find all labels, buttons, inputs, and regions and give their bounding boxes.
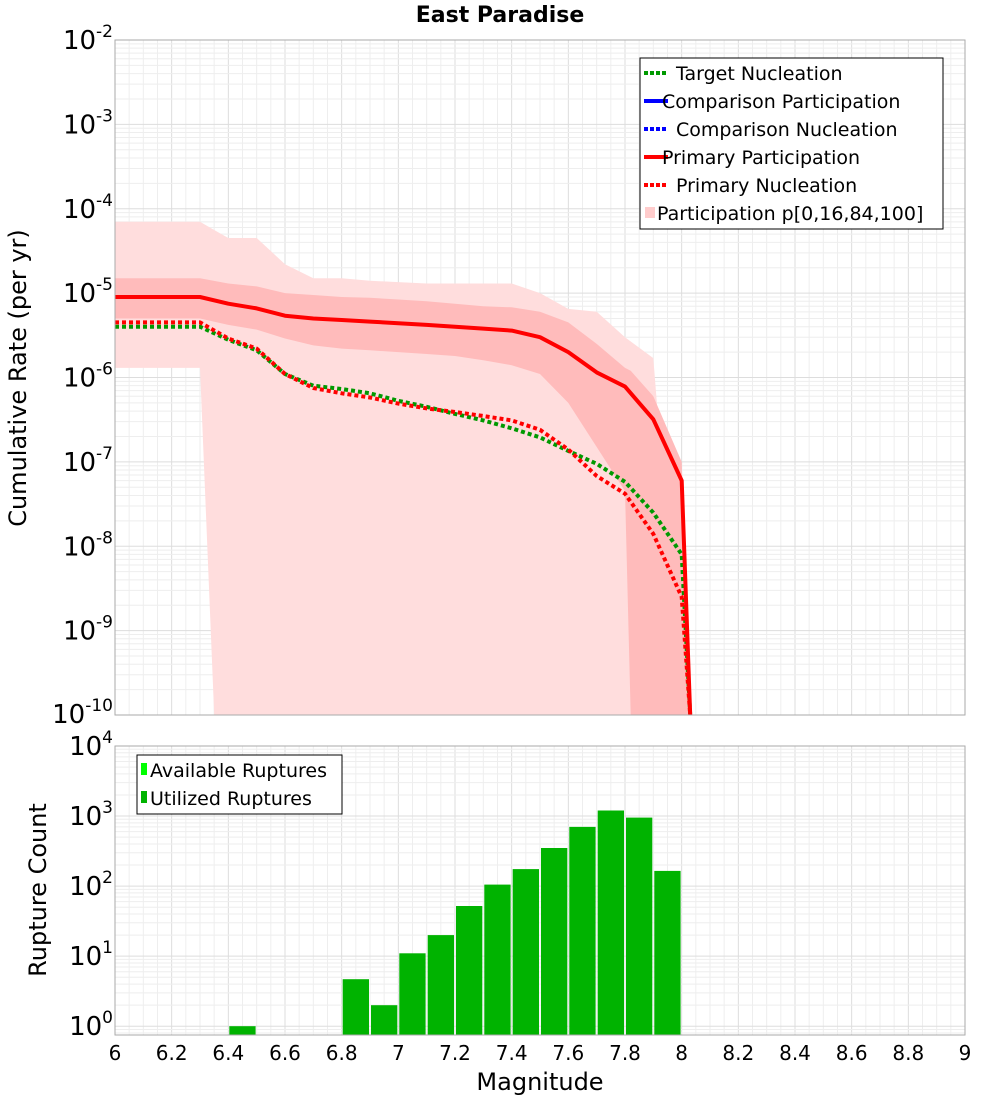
- rate-legend: Target Nucleation Comparison Participatio…: [639, 57, 944, 230]
- rupture-count-bar: [229, 1026, 256, 1035]
- legend-label: Comparison Participation: [662, 91, 900, 113]
- rate-y-tick-label: 10-8: [63, 528, 113, 562]
- count-y-tick-label: 102: [69, 868, 113, 902]
- series-primary-nucleation: [115, 320, 693, 716]
- rupture-count-bar: [399, 953, 426, 1035]
- rupture-count-bar: [512, 869, 539, 1035]
- legend-label: Primary Participation: [662, 147, 860, 169]
- legend-label: Primary Nucleation: [676, 175, 857, 197]
- x-tick-label: 6.6: [269, 1041, 301, 1065]
- legend-label: Comparison Nucleation: [676, 119, 898, 141]
- rupture-count-bar: [541, 848, 568, 1035]
- x-tick-label: 7: [392, 1041, 405, 1065]
- legend-swatch: [141, 791, 147, 803]
- count-panel: 104 103 102 101 100 6 6.2 6.4 6.6 6.8 7 7.2 7.4 7.6 7…: [24, 728, 971, 1096]
- rate-y-axis-label: Cumulative Rate (per yr): [4, 229, 32, 527]
- rupture-count-bar: [342, 979, 369, 1035]
- rate-y-tick-label: 10-4: [63, 191, 113, 225]
- x-tick-label: 7.4: [496, 1041, 528, 1065]
- x-tick-label: 8.6: [836, 1041, 868, 1065]
- rate-series: [115, 295, 693, 716]
- rupture-count-bar: [569, 826, 596, 1035]
- rate-y-tick-label: 10-7: [63, 444, 113, 478]
- x-tick-label: 9: [959, 1041, 972, 1065]
- count-plot-frame: [114, 745, 966, 1036]
- legend-swatch: [141, 763, 147, 775]
- count-y-tick-label: 101: [69, 938, 113, 972]
- legend-label: Target Nucleation: [675, 63, 843, 85]
- legend-label: Participation p[0,16,84,100]: [657, 203, 923, 225]
- x-tick-label: 6: [109, 1041, 122, 1065]
- magnitude-x-axis-label: Magnitude: [476, 1068, 603, 1096]
- x-tick-label: 7.8: [609, 1041, 641, 1065]
- rupture-count-bar: [456, 906, 483, 1035]
- x-tick-label: 8: [675, 1041, 688, 1065]
- count-y-axis-label: Rupture Count: [24, 803, 52, 977]
- x-tick-label: 7.2: [439, 1041, 471, 1065]
- rate-y-tick-label: 10-10: [52, 696, 113, 730]
- participation-bands: [115, 221, 691, 716]
- x-tick-label: 8.2: [722, 1041, 754, 1065]
- chart-title: East Paradise: [416, 3, 585, 28]
- count-y-tick-label: 100: [69, 1008, 113, 1042]
- series-primary-participation: [115, 295, 693, 716]
- rate-y-ticks: 10-2 10-3 10-4 10-5 10-6 10-7 10-8 10-9 10-10: [52, 22, 113, 730]
- x-tick-label: 6.8: [326, 1041, 358, 1065]
- legend-label: Available Ruptures: [150, 760, 327, 782]
- x-tick-label: 8.8: [892, 1041, 924, 1065]
- legend-swatch: [645, 207, 655, 218]
- rupture-count-bar: [626, 817, 653, 1035]
- count-y-ticks: 104 103 102 101 100: [69, 728, 113, 1042]
- rupture-count-bar: [484, 884, 511, 1035]
- rupture-count-bar: [427, 935, 454, 1035]
- count-y-tick-label: 103: [69, 798, 113, 832]
- band-participation-p-16-84-: [115, 278, 691, 715]
- rate-y-tick-label: 10-5: [63, 275, 113, 309]
- rate-y-tick-label: 10-3: [63, 106, 113, 140]
- rupture-count-bar: [654, 870, 681, 1035]
- legend-label: Utilized Ruptures: [150, 788, 312, 810]
- rate-plot-frame: [114, 39, 966, 716]
- rupture-count-bar: [371, 1005, 398, 1035]
- rate-y-tick-label: 10-2: [63, 22, 113, 56]
- rate-y-tick-label: 10-9: [63, 613, 113, 647]
- x-tick-label: 8.4: [779, 1041, 811, 1065]
- x-tick-label: 6.4: [212, 1041, 244, 1065]
- magnitude-x-ticks: 6 6.2 6.4 6.6 6.8 7 7.2 7.4 7.6 7.8 8 8.2 8.4 8.6 8.8 9: [109, 1041, 972, 1065]
- x-tick-label: 7.6: [552, 1041, 584, 1065]
- count-bars: [229, 810, 681, 1035]
- rate-legend-box: [639, 57, 944, 230]
- count-legend: Available Ruptures Utilized Ruptures: [136, 754, 343, 815]
- x-tick-label: 6.2: [156, 1041, 188, 1065]
- count-y-tick-label: 104: [69, 728, 113, 762]
- count-legend-box: [136, 754, 343, 815]
- rate-panel: 10-2 10-3 10-4 10-5 10-6 10-7 10-8 10-9 10-10 Cu…: [4, 22, 966, 730]
- rate-y-tick-label: 10-6: [63, 360, 113, 394]
- rupture-count-bar: [597, 810, 624, 1035]
